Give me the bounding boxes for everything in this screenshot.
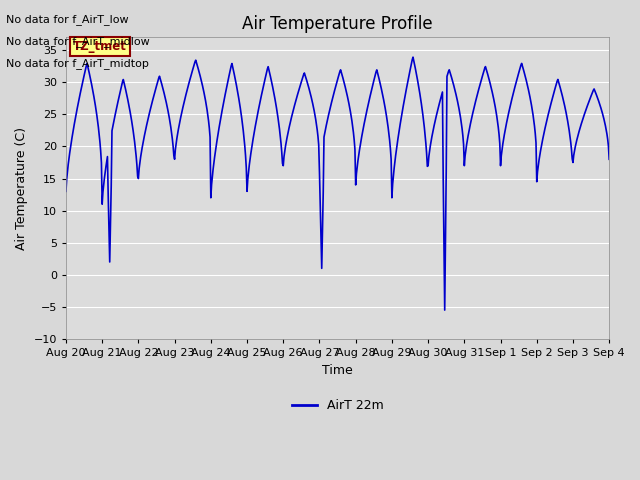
Legend: AirT 22m: AirT 22m <box>287 394 388 417</box>
Text: No data for f_AirT_midlow: No data for f_AirT_midlow <box>6 36 150 47</box>
Title: Air Temperature Profile: Air Temperature Profile <box>243 15 433 33</box>
Text: No data for f_AirT_low: No data for f_AirT_low <box>6 14 129 25</box>
Text: TZ_tmet: TZ_tmet <box>73 40 127 53</box>
X-axis label: Time: Time <box>322 363 353 376</box>
Text: No data for f_AirT_midtop: No data for f_AirT_midtop <box>6 58 149 69</box>
Y-axis label: Air Temperature (C): Air Temperature (C) <box>15 127 28 250</box>
